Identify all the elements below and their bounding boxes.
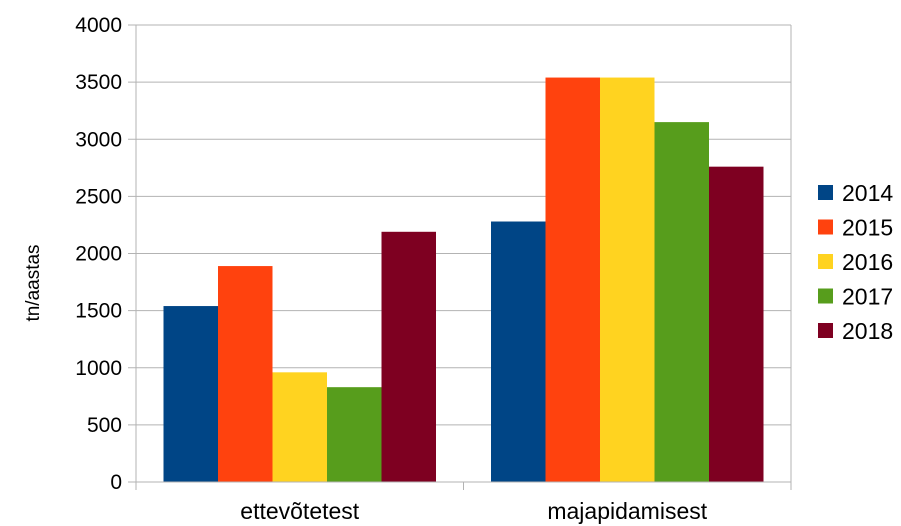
axes: 0 500 1000 1500 2000 2500 3000 3500 4000 ettevõte…	[75, 14, 792, 524]
y-tick-label: 3000	[75, 128, 122, 151]
legend: 2014 2015 2016 2017 2018	[818, 180, 893, 344]
legend-label: 2014	[842, 180, 893, 206]
bars	[163, 77, 764, 483]
legend-swatch	[818, 185, 833, 200]
legend-swatch	[818, 254, 833, 269]
legend-swatch	[818, 288, 833, 304]
x-category-label: majapidamisest	[547, 498, 707, 524]
y-tick-label: 0	[110, 471, 122, 494]
y-tick-label: 2000	[75, 243, 122, 266]
bar-2016-majapidamisest	[600, 77, 655, 483]
legend-label: 2015	[842, 215, 893, 241]
bar-2015-ettevotetest	[218, 266, 273, 482]
legend-swatch	[818, 323, 833, 338]
bar-2014-majapidamisest	[491, 221, 546, 482]
y-tick-label: 1000	[75, 357, 122, 380]
bar-2018-majapidamisest	[709, 166, 764, 483]
legend-label: 2017	[842, 284, 893, 310]
y-tick-label: 3500	[75, 71, 122, 94]
bar-2017-majapidamisest	[654, 122, 709, 483]
bar-2016-ettevotetest	[272, 372, 327, 482]
y-tick-label: 2500	[75, 185, 122, 208]
bar-2014-ettevotetest	[163, 306, 218, 482]
bar-2017-ettevotetest	[327, 387, 382, 482]
y-axis-title: tn/aastas	[23, 244, 44, 321]
y-tick-label: 4000	[75, 14, 122, 37]
legend-swatch	[818, 219, 833, 235]
bar-2015-majapidamisest	[545, 77, 600, 483]
x-category-label: ettevõtetest	[240, 498, 360, 524]
y-tick-label: 500	[87, 414, 122, 437]
legend-label: 2016	[842, 249, 893, 275]
bar-2018-ettevotetest	[381, 231, 436, 482]
y-tick-label: 1500	[75, 300, 122, 323]
legend-label: 2018	[842, 318, 893, 344]
